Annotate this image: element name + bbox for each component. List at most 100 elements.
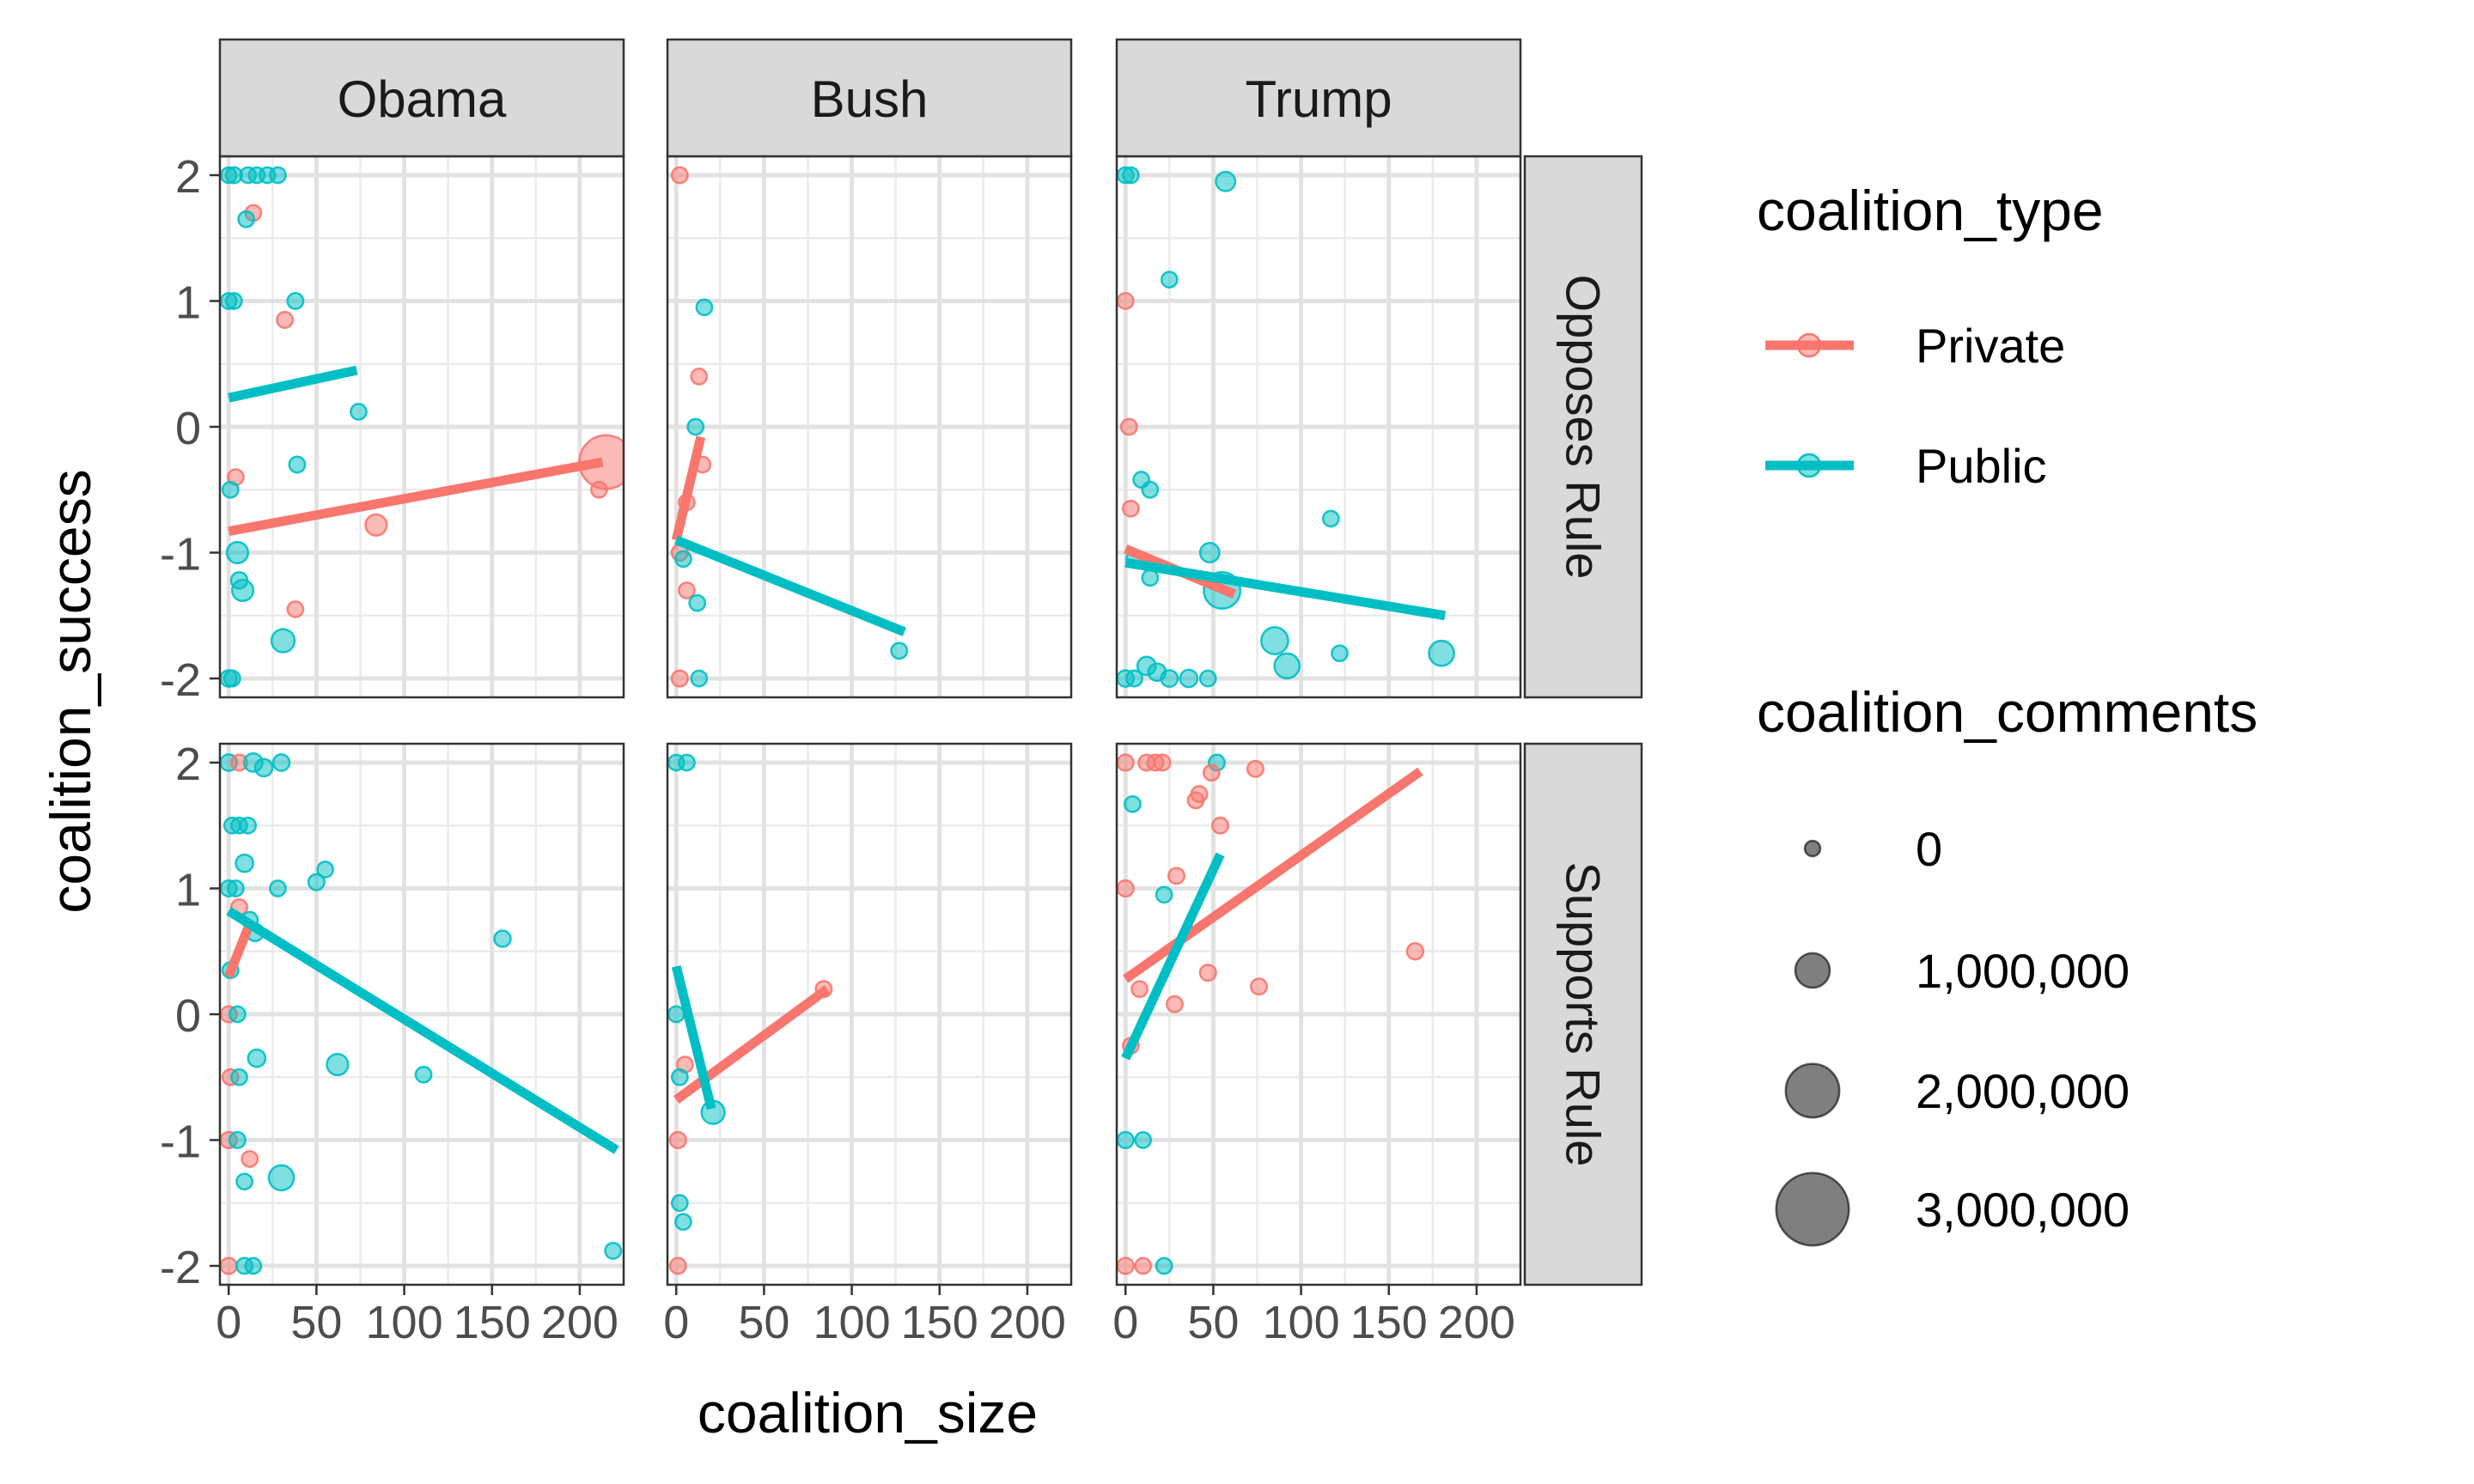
strip-bush <box>666 38 1073 158</box>
point-private-8 <box>1121 499 1140 518</box>
strip-label-supports-rule: Supports Rule <box>1557 862 1611 1167</box>
point-public-21 <box>1134 1131 1153 1149</box>
strip-label-bush: Bush <box>811 70 929 128</box>
x-tick-label: 0 <box>1112 1297 1138 1348</box>
point-public-19 <box>225 540 250 565</box>
fit-line-public <box>226 907 619 1154</box>
point-public-9 <box>224 292 243 310</box>
size-legend-key-3 <box>1775 1171 1850 1247</box>
point-private-18 <box>364 513 388 537</box>
point-public-22 <box>1160 669 1179 688</box>
x-tick-label: 200 <box>989 1297 1066 1348</box>
point-public-16 <box>1331 644 1349 663</box>
panel-border <box>666 742 1073 1286</box>
x-tick-label: 50 <box>738 1297 789 1348</box>
x-tick-label: 150 <box>1350 1297 1428 1348</box>
color-legend-keys: Private Public <box>1765 319 2065 493</box>
point-public-22 <box>326 1053 350 1077</box>
x-tick-label: 150 <box>901 1297 978 1348</box>
x-tick-label: 200 <box>541 1297 618 1348</box>
point-public-15 <box>1273 652 1301 680</box>
point-public-9 <box>1124 794 1142 813</box>
point-private-22 <box>1117 1256 1135 1275</box>
y-tick-label: 2 <box>175 151 201 203</box>
panel-marks <box>220 752 623 1275</box>
point-private-11 <box>670 669 689 688</box>
point-public-5 <box>269 166 287 185</box>
strip-supports-rule <box>1523 742 1643 1286</box>
point-public-24 <box>1198 669 1217 688</box>
strip-obama <box>218 38 625 158</box>
point-public-10 <box>1198 542 1221 563</box>
point-public-24 <box>1155 1256 1173 1275</box>
y-tick-label: -1 <box>160 1116 201 1168</box>
y-tick-label: -2 <box>160 1242 201 1293</box>
y-tick-label: 0 <box>175 403 201 454</box>
y-axis-title: coalition_success <box>39 469 102 913</box>
point-public-3 <box>253 757 274 778</box>
point-public-21 <box>247 1048 267 1068</box>
panel-obama-supports-rule <box>218 742 625 1286</box>
point-public-31 <box>604 1241 623 1260</box>
point-public-21 <box>229 570 249 590</box>
panel-marks <box>1117 753 1425 1275</box>
point-public-4 <box>271 753 291 772</box>
size-legend-label-3: 3,000,000 <box>1916 1183 2130 1237</box>
point-private-12 <box>1117 879 1135 898</box>
point-private-8 <box>1186 791 1205 810</box>
point-private-5 <box>1119 417 1138 436</box>
point-public-17 <box>1428 639 1455 667</box>
panel-bush-supports-rule <box>666 742 1073 1286</box>
point-private-5 <box>1246 759 1264 778</box>
strip-label-opposes-rule: Opposes Rule <box>1557 275 1611 580</box>
size-legend-key-2 <box>1784 1062 1841 1119</box>
point-private-0 <box>1117 753 1135 772</box>
point-private-17 <box>1130 980 1149 999</box>
point-public-7 <box>237 210 256 228</box>
panels-layer <box>218 155 1522 1286</box>
point-private-23 <box>1134 1256 1153 1275</box>
point-public-9 <box>316 861 334 879</box>
panel-border <box>1115 742 1522 1286</box>
strips-layer: Obama Bush Trump Opposes Rule Supports Rule <box>218 38 1643 1286</box>
panel-marks <box>667 753 833 1275</box>
point-public-30 <box>267 1164 296 1192</box>
point-public-25 <box>414 1065 433 1084</box>
point-private-18 <box>1165 994 1184 1013</box>
point-public-13 <box>1155 885 1173 904</box>
x-tick-label: 0 <box>663 1297 689 1348</box>
point-public-1 <box>695 298 714 317</box>
point-public-9 <box>1321 509 1340 528</box>
strip-label-obama: Obama <box>338 70 507 128</box>
point-public-19 <box>1124 669 1143 688</box>
point-private-0 <box>670 166 689 185</box>
point-public-9 <box>688 593 707 612</box>
point-public-13 <box>227 879 245 897</box>
point-private-3 <box>1153 753 1172 772</box>
strip-opposes-rule <box>1523 155 1643 699</box>
point-public-7 <box>674 550 692 569</box>
point-private-32 <box>220 1256 238 1275</box>
point-public-34 <box>244 1256 263 1275</box>
panel-trump-supports-rule <box>1115 742 1522 1286</box>
point-public-29 <box>235 1172 253 1191</box>
fit-line-public <box>674 535 906 636</box>
strip-trump <box>1115 38 1522 158</box>
point-public-11 <box>269 879 287 897</box>
x-tick-label: 100 <box>813 1297 891 1348</box>
point-private-6 <box>1202 763 1221 782</box>
point-public-9 <box>674 1213 692 1232</box>
x-tick-label: 50 <box>1187 1297 1239 1348</box>
legend-key-point-public <box>1796 453 1822 478</box>
point-public-2 <box>667 1005 686 1024</box>
point-private-10 <box>1211 816 1230 835</box>
color-legend-title: coalition_type <box>1757 179 2104 242</box>
point-public-10 <box>890 642 909 660</box>
point-private-11 <box>1167 867 1185 885</box>
point-public-2 <box>1215 170 1237 192</box>
point-private-16 <box>1250 977 1268 996</box>
fit-line-private <box>224 921 254 979</box>
y-tick-label: 1 <box>175 864 201 915</box>
